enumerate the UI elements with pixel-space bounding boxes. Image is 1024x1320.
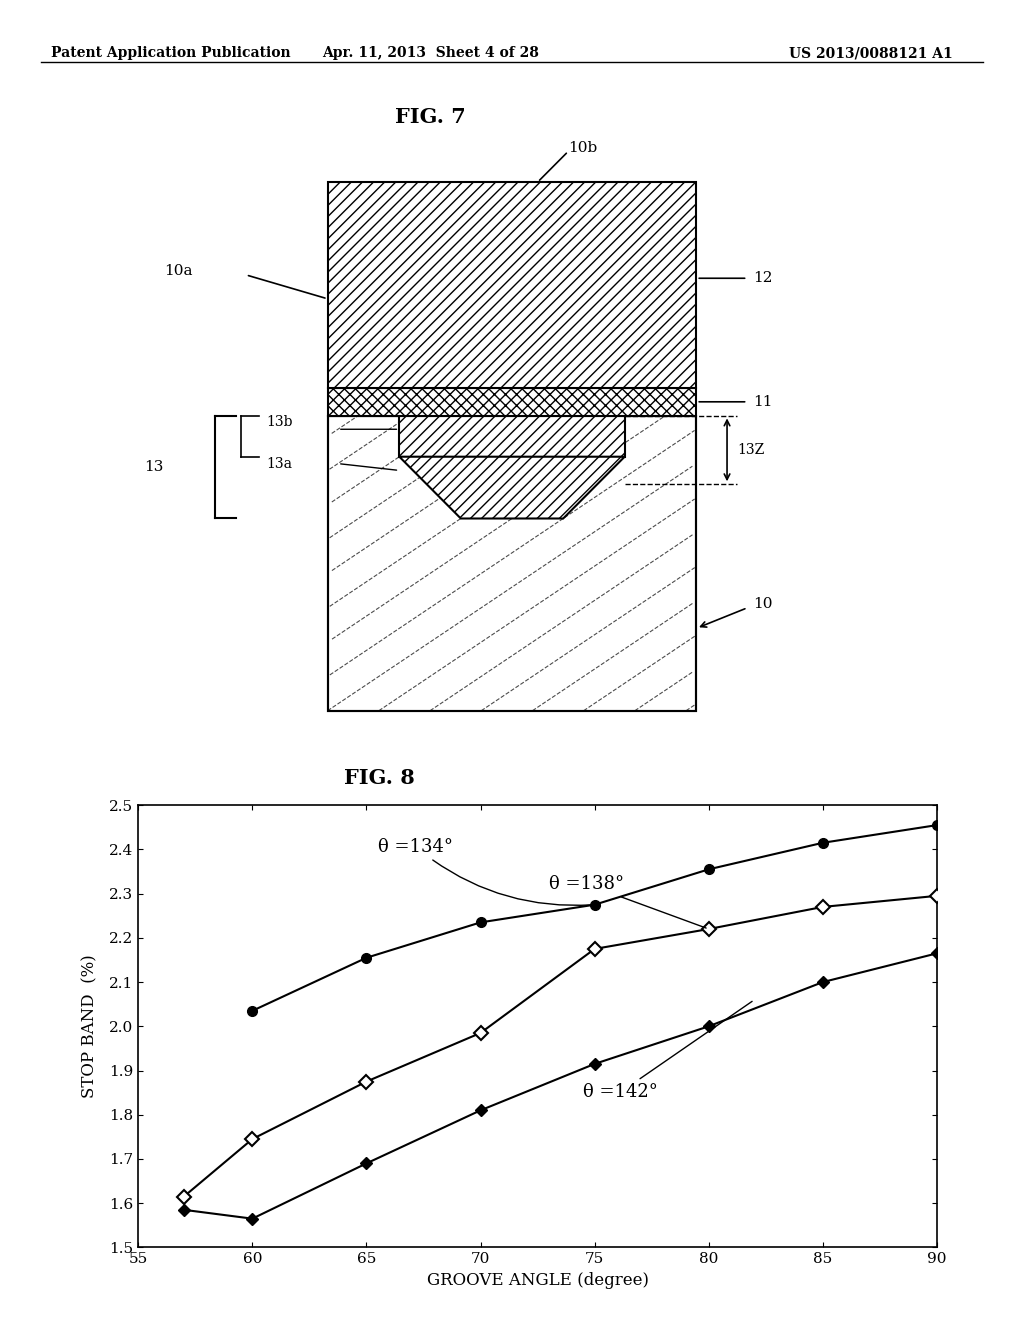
X-axis label: GROOVE ANGLE (degree): GROOVE ANGLE (degree) [427,1271,648,1288]
Text: θ =134°: θ =134° [378,838,592,906]
Text: Apr. 11, 2013  Sheet 4 of 28: Apr. 11, 2013 Sheet 4 of 28 [322,46,539,61]
Text: US 2013/0088121 A1: US 2013/0088121 A1 [788,46,952,61]
Bar [328,388,696,416]
Bar [328,416,696,710]
Polygon shape [399,416,625,457]
Text: 12: 12 [753,271,772,285]
Text: Patent Application Publication: Patent Application Publication [51,46,291,61]
Bar [328,182,696,388]
Text: 10a: 10a [164,264,193,279]
Text: 13: 13 [144,459,163,474]
Text: 13a: 13a [266,457,292,471]
Text: 11: 11 [753,395,772,409]
Text: 10: 10 [753,597,772,611]
Y-axis label: STOP BAND  (%): STOP BAND (%) [81,954,98,1098]
Text: θ =142°: θ =142° [584,1002,752,1101]
Text: 13Z: 13Z [737,442,765,457]
Polygon shape [399,457,625,519]
Text: FIG. 7: FIG. 7 [394,107,466,127]
Text: 10b: 10b [568,141,598,154]
Bar [328,416,696,710]
Text: θ =138°: θ =138° [549,875,707,928]
Text: 13b: 13b [266,416,293,429]
Text: FIG. 8: FIG. 8 [343,768,415,788]
